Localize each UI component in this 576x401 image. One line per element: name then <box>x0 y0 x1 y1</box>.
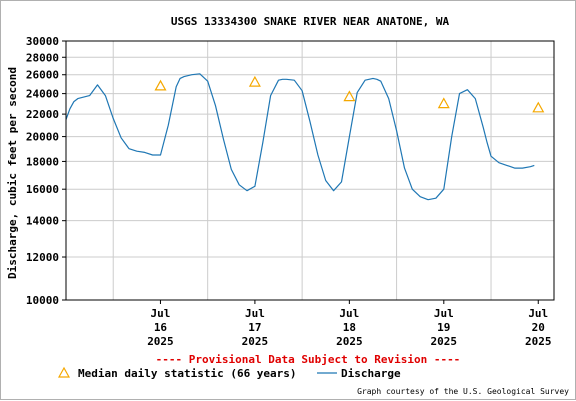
median-marker <box>437 97 450 109</box>
chart-title: USGS 13334300 SNAKE RIVER NEAR ANATONE, … <box>171 15 450 28</box>
median-marker <box>343 90 356 102</box>
median-marker <box>154 79 167 91</box>
credit-text: Graph courtesy of the U.S. Geological Su… <box>357 387 569 396</box>
y-tick-label: 30000 <box>26 35 59 48</box>
y-tick-label: 22000 <box>26 108 59 121</box>
y-tick-label: 16000 <box>26 183 59 196</box>
y-tick-label: 10000 <box>26 294 59 307</box>
x-tick-layer: Jul162025Jul172025Jul182025Jul192025Jul2… <box>147 300 552 348</box>
grid-layer <box>66 40 554 301</box>
x-tick-day: 17 <box>248 321 261 334</box>
median-legend-icon <box>57 366 71 378</box>
x-tick-day: 20 <box>532 321 545 334</box>
y-axis-label: Discharge, cubic feet per second <box>6 67 19 279</box>
median-layer <box>154 75 545 113</box>
x-tick-month: Jul <box>151 307 171 320</box>
discharge-line <box>65 73 535 201</box>
x-tick-year: 2025 <box>147 335 174 348</box>
x-tick-month: Jul <box>339 307 359 320</box>
x-tick-month: Jul <box>434 307 454 320</box>
discharge-legend-label: Discharge <box>341 367 401 380</box>
x-tick-year: 2025 <box>431 335 458 348</box>
plot-border <box>65 40 555 301</box>
y-tick-label: 28000 <box>26 51 59 64</box>
y-tick-label: 14000 <box>26 215 59 228</box>
x-tick-day: 18 <box>343 321 356 334</box>
y-tick-label: 20000 <box>26 131 59 144</box>
y-tick-label: 24000 <box>26 88 59 101</box>
x-tick-year: 2025 <box>336 335 363 348</box>
y-tick-label: 12000 <box>26 251 59 264</box>
x-tick-month: Jul <box>245 307 265 320</box>
y-tick-label: 26000 <box>26 69 59 82</box>
provisional-notice: ---- Provisional Data Subject to Revisio… <box>156 353 461 366</box>
x-tick-month: Jul <box>528 307 548 320</box>
series-layer <box>65 73 535 201</box>
x-tick-day: 16 <box>154 321 168 334</box>
y-tick-layer: 10000 12000 14000 16000 18000 20000 22000 24000… <box>26 35 66 307</box>
y-tick-label: 18000 <box>26 155 59 168</box>
median-legend-label: Median daily statistic (66 years) <box>78 367 297 380</box>
x-tick-year: 2025 <box>242 335 269 348</box>
x-tick-year: 2025 <box>525 335 552 348</box>
x-tick-day: 19 <box>437 321 450 334</box>
median-marker <box>248 75 261 87</box>
median-marker <box>532 101 545 113</box>
